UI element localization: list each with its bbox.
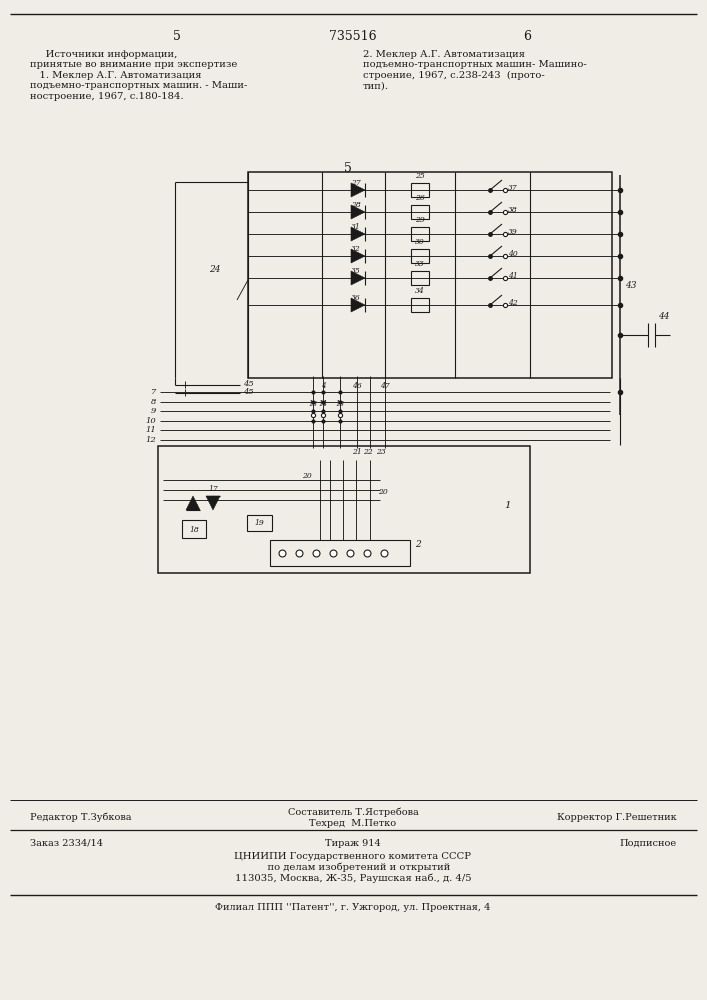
Text: 19: 19 [254, 519, 264, 527]
Bar [270, 540, 410, 566]
Text: 35: 35 [351, 267, 361, 275]
Polygon shape [351, 249, 365, 263]
Text: Подписное: Подписное [620, 838, 677, 848]
Text: 2. Меклер А.Г. Автоматизация
подъемно-транспортных машин- Машино-
строение, 1967: 2. Меклер А.Г. Автоматизация подъемно-тр… [363, 50, 587, 90]
Text: ЦНИИПИ Государственного комитета СССР
    по делам изобретений и открытий
113035: ЦНИИПИ Государственного комитета СССР по… [235, 852, 472, 883]
Text: 38: 38 [508, 206, 518, 214]
Text: 15: 15 [336, 400, 344, 408]
Polygon shape [351, 271, 365, 285]
Text: 735516: 735516 [329, 30, 377, 43]
Bar [411, 227, 429, 241]
Text: Составитель Т.Ястребова: Составитель Т.Ястребова [288, 807, 419, 817]
Text: 23: 23 [376, 448, 386, 456]
Bar [411, 205, 429, 219]
Text: 22: 22 [363, 448, 373, 456]
Text: Корректор Г.Решетник: Корректор Г.Решетник [557, 812, 677, 822]
Text: 34: 34 [415, 287, 425, 295]
Text: 12: 12 [145, 436, 156, 444]
Bar [182, 520, 206, 538]
Text: 8: 8 [151, 398, 156, 406]
Text: 24: 24 [209, 265, 221, 274]
Polygon shape [351, 298, 365, 312]
Text: 6: 6 [523, 30, 531, 43]
Bar [411, 183, 429, 197]
Text: 39: 39 [508, 228, 518, 236]
Text: 31: 31 [351, 223, 361, 231]
Text: 7: 7 [151, 388, 156, 396]
Bar [411, 249, 429, 263]
Polygon shape [206, 496, 220, 510]
Text: 16: 16 [188, 503, 198, 511]
Text: 27: 27 [351, 179, 361, 187]
Text: 47: 47 [380, 382, 390, 390]
Text: 26: 26 [415, 194, 425, 202]
Text: 14: 14 [318, 400, 327, 408]
Text: 41: 41 [508, 272, 518, 280]
Text: 17: 17 [208, 485, 218, 493]
Text: 28: 28 [351, 201, 361, 209]
Text: 2: 2 [415, 540, 421, 549]
Text: 30: 30 [415, 238, 425, 246]
Text: 29: 29 [415, 216, 425, 224]
Text: 33: 33 [415, 260, 425, 268]
Text: 37: 37 [508, 184, 518, 192]
Text: 42: 42 [508, 299, 518, 307]
Text: 25: 25 [415, 172, 425, 180]
Polygon shape [351, 205, 365, 219]
Text: Тираж 914: Тираж 914 [325, 838, 381, 848]
Text: 13: 13 [308, 400, 317, 408]
Text: 21: 21 [352, 448, 362, 456]
Bar [411, 298, 429, 312]
Text: 44: 44 [658, 312, 670, 321]
Text: 5: 5 [173, 30, 181, 43]
Polygon shape [351, 183, 365, 197]
Bar [411, 271, 429, 285]
Bar [158, 446, 530, 573]
Text: 4: 4 [321, 382, 325, 390]
Bar [247, 515, 272, 531]
Bar [248, 172, 612, 378]
Text: 20: 20 [302, 472, 312, 480]
Text: 45: 45 [243, 388, 254, 396]
Text: 32: 32 [351, 245, 361, 253]
Text: 9: 9 [151, 407, 156, 415]
Text: 20: 20 [378, 488, 387, 496]
Text: 45: 45 [243, 380, 254, 388]
Text: Заказ 2334/14: Заказ 2334/14 [30, 838, 103, 848]
Polygon shape [351, 227, 365, 241]
Text: 40: 40 [508, 250, 518, 258]
Text: 43: 43 [625, 280, 636, 290]
Text: Филиал ППП ''Патент'', г. Ужгород, ул. Проектная, 4: Филиал ППП ''Патент'', г. Ужгород, ул. П… [216, 903, 491, 912]
Text: 36: 36 [351, 294, 361, 302]
Text: 5: 5 [344, 162, 352, 175]
Text: 10: 10 [145, 417, 156, 425]
Polygon shape [186, 496, 200, 510]
Text: Источники информации,
принятые во внимание при экспертизе
   1. Меклер А.Г. Авто: Источники информации, принятые во вниман… [30, 50, 247, 101]
Text: 11: 11 [145, 426, 156, 434]
Text: Техред  М.Петко: Техред М.Петко [310, 818, 397, 828]
Text: 1: 1 [505, 500, 511, 510]
Text: Редактор Т.Зубкова: Редактор Т.Зубкова [30, 812, 132, 822]
Text: 46: 46 [352, 382, 362, 390]
Text: 18: 18 [189, 526, 199, 534]
